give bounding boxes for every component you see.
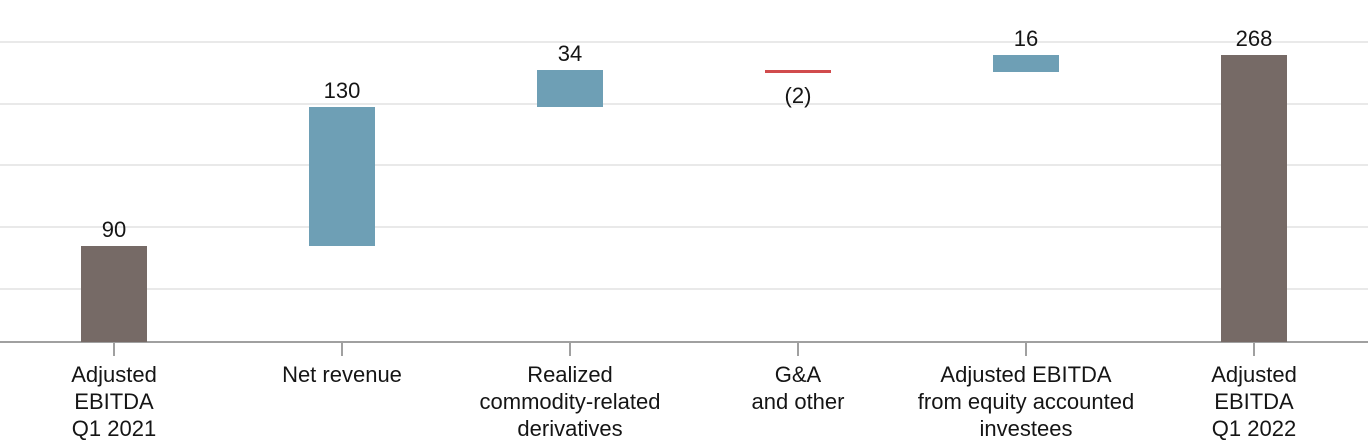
waterfall-bar-4 — [765, 70, 831, 74]
axis-tick — [797, 342, 799, 356]
category-label-line: Realized — [527, 362, 613, 387]
category-label: Adjusted EBITDA Q1 2021 — [0, 361, 264, 440]
axis-tick — [113, 342, 115, 356]
bar-value-label: 90 — [101, 216, 127, 242]
category-label-line: Adjusted — [1211, 362, 1297, 387]
gridline — [0, 41, 1368, 44]
category-label-line: derivatives — [517, 416, 623, 440]
bar-value-label: 130 — [323, 77, 361, 103]
category-label-line: Q1 2021 — [71, 416, 157, 440]
waterfall-bar-6 — [1221, 55, 1287, 342]
category-label-line: EBITDA — [74, 389, 154, 414]
category-label-line: Q1 2022 — [1211, 416, 1297, 440]
category-label-line: G&A — [774, 362, 822, 387]
bar-value-label: 268 — [1235, 26, 1273, 52]
x-axis-line — [0, 341, 1368, 343]
category-label-line: investees — [979, 416, 1073, 440]
gridline — [0, 102, 1368, 105]
category-label: G&A and other — [648, 361, 948, 415]
waterfall-bar-5 — [993, 55, 1059, 73]
bar-value-label: (2) — [784, 83, 812, 109]
category-label-line: Net revenue — [282, 362, 402, 387]
axis-tick — [1025, 342, 1027, 356]
category-label: Net revenue — [192, 361, 492, 388]
axis-tick — [341, 342, 343, 356]
category-label-line: Adjusted EBITDA — [940, 362, 1112, 387]
category-label-line: from equity accounted — [917, 389, 1135, 414]
gridline — [0, 225, 1368, 228]
waterfall-bar-1 — [81, 245, 147, 342]
gridline — [0, 287, 1368, 290]
bar-value-label: 16 — [1013, 26, 1039, 52]
category-label-line: EBITDA — [1214, 389, 1294, 414]
bar-value-label: 34 — [557, 41, 583, 67]
waterfall-bar-3 — [537, 70, 603, 107]
axis-tick — [569, 342, 571, 356]
gridline — [0, 164, 1368, 167]
category-label-line: commodity-related — [479, 389, 661, 414]
category-label-line: and other — [751, 389, 845, 414]
category-label: Adjusted EBITDA from equity accounted inve… — [876, 361, 1176, 440]
waterfall-bar-2 — [309, 106, 375, 246]
category-label-line: Adjusted — [71, 362, 157, 387]
category-label: Realized commodity-related derivatives — [420, 361, 720, 440]
category-label: Adjusted EBITDA Q1 2022 — [1104, 361, 1368, 440]
axis-tick — [1253, 342, 1255, 356]
